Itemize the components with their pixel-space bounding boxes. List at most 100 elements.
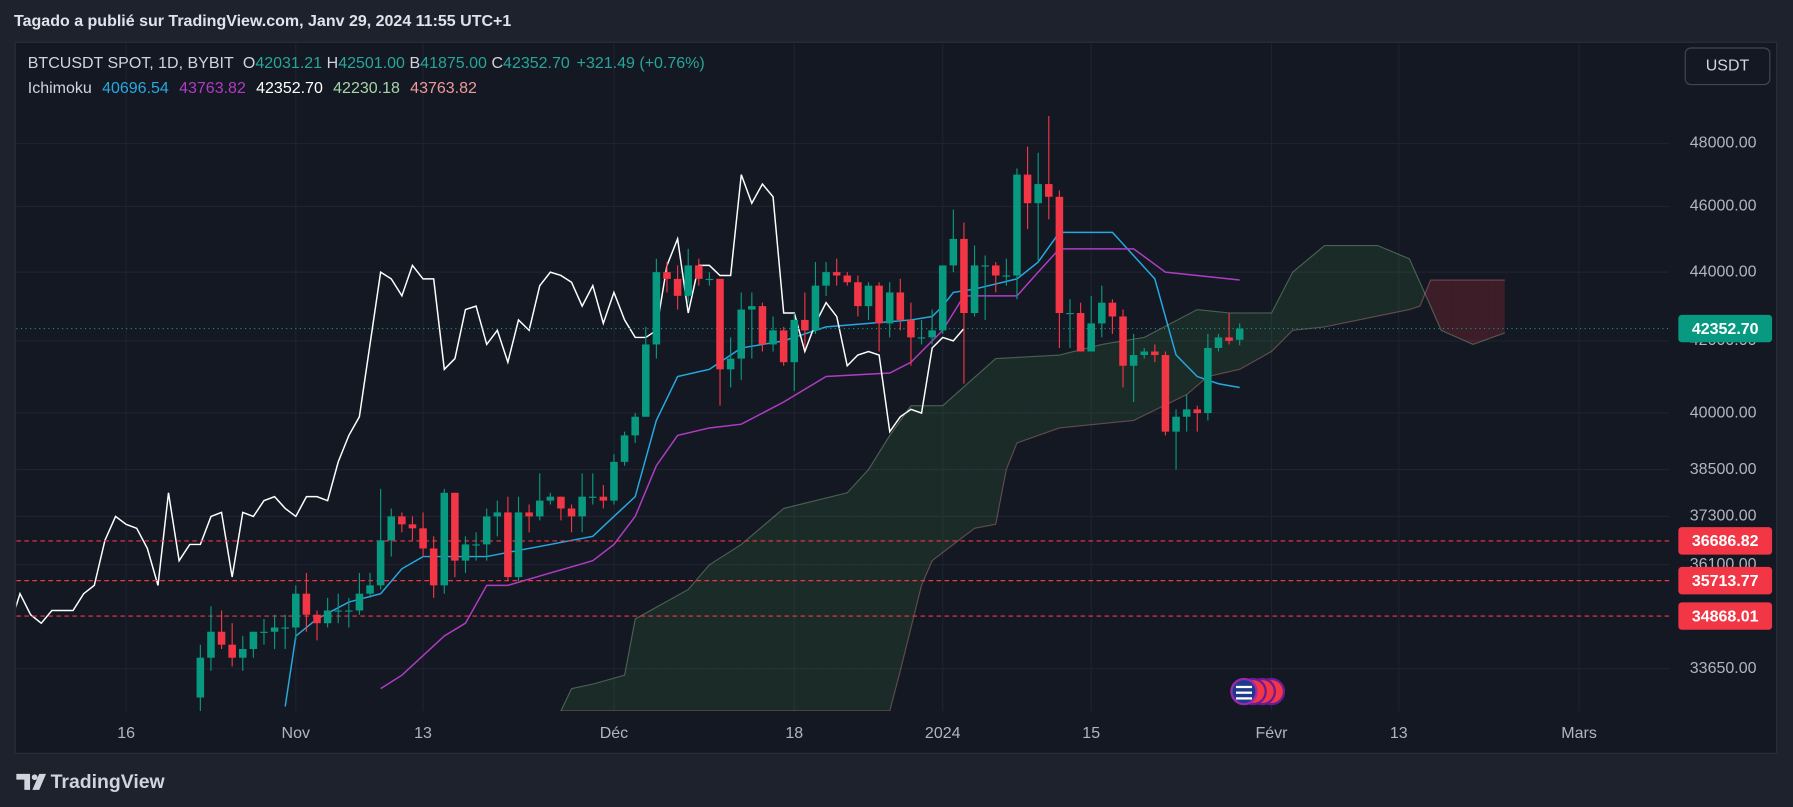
ohlc-value: 42352.70 — [503, 55, 570, 72]
candle-body — [249, 631, 258, 649]
candle-body — [1225, 337, 1233, 341]
candle-body — [673, 278, 682, 296]
cloud-fill — [751, 530, 758, 711]
cloud-fill — [1430, 280, 1436, 319]
candle-body — [737, 309, 746, 359]
cloud-fill — [1409, 258, 1415, 310]
candle-body — [716, 278, 724, 370]
cloud-fill — [1488, 280, 1495, 339]
cloud-fill — [1266, 313, 1272, 355]
cloud-fill — [1366, 245, 1373, 319]
cloud-fill — [693, 577, 699, 711]
cloud-fill — [1271, 302, 1277, 352]
cloud-fill — [746, 535, 752, 711]
cloud-fill — [1361, 245, 1367, 320]
cloud-fill — [1080, 348, 1086, 426]
cloud-fill — [1457, 280, 1463, 340]
ohlc-key: C — [491, 55, 503, 72]
candle-body — [1066, 313, 1074, 315]
ohlc-value: 42031.21 — [255, 55, 322, 72]
candle-body — [578, 496, 586, 517]
indicator-value: 42230.18 — [333, 80, 400, 97]
cloud-fill — [932, 405, 938, 561]
currency-button[interactable]: USDT — [1684, 47, 1771, 86]
button-frame[interactable] — [1684, 47, 1771, 86]
cloud-fill — [1091, 345, 1097, 425]
cloud-fill — [682, 589, 689, 711]
candle-body — [885, 292, 894, 324]
candle-body — [1023, 174, 1032, 204]
lagging-line — [16, 174, 965, 625]
logo-dot — [31, 774, 38, 781]
currency-label[interactable]: USDT — [1706, 58, 1750, 75]
candle-body — [387, 516, 396, 541]
candle-body — [366, 585, 374, 594]
cloud-fill — [910, 405, 917, 628]
cloud-fill — [778, 508, 784, 711]
cloud-fill — [587, 684, 593, 711]
candle-body — [1055, 196, 1064, 314]
cloud-fill — [698, 570, 705, 711]
candle-body — [1151, 351, 1159, 356]
cloud-fill — [1022, 356, 1028, 442]
cloud-fill — [1276, 292, 1283, 347]
cloud-fill — [995, 358, 1002, 525]
cloud-fill — [916, 405, 922, 607]
candle-body — [1204, 347, 1212, 414]
cloud-fill — [958, 386, 964, 541]
cloud-fill — [704, 564, 710, 711]
cloud-fill — [1351, 245, 1357, 322]
candle-body — [705, 278, 714, 281]
cloud-fill — [979, 367, 986, 528]
candle-body — [822, 272, 830, 286]
candle-body — [1119, 316, 1127, 366]
ohlc-value: 41875.00 — [420, 55, 487, 72]
candle-body — [917, 337, 926, 339]
cloud-fill — [895, 420, 901, 691]
cloud-fill — [841, 492, 848, 711]
candle-body — [949, 238, 958, 266]
indicator-line — [380, 248, 1240, 690]
event-icons[interactable] — [1230, 677, 1286, 706]
candle-body — [557, 496, 565, 509]
cloud-fill — [857, 475, 864, 711]
cloud-fill — [1329, 245, 1336, 326]
x-tick-label: 2024 — [925, 725, 961, 742]
candle-body — [1172, 416, 1180, 432]
cloud-fill — [969, 377, 975, 533]
cloud-fill — [1319, 245, 1325, 328]
cloud-span-line — [560, 279, 1505, 711]
x-tick-label: Mars — [1561, 725, 1597, 742]
indicator-value: 40696.54 — [102, 80, 169, 97]
candle-body — [907, 319, 915, 338]
candle-body — [429, 548, 438, 586]
candle-body — [345, 610, 353, 612]
y-tick-label: 37300.00 — [1690, 508, 1757, 525]
flag-stripe — [1235, 685, 1252, 689]
ohlc-key: H — [327, 55, 339, 72]
cloud-fill — [677, 592, 683, 711]
cloud-fill — [1441, 280, 1447, 333]
indicator-name: Ichimoku — [28, 80, 92, 97]
cloud-fill — [1494, 280, 1500, 337]
cloud-fill — [1282, 282, 1288, 341]
cloud-fill — [826, 496, 832, 711]
cloud-fill — [1483, 280, 1489, 341]
candle-body — [928, 330, 936, 338]
cloud-fill — [730, 547, 736, 711]
candle-body — [440, 492, 449, 586]
ohlc-key: O — [243, 55, 255, 72]
cloud-fill — [1435, 280, 1442, 331]
cloud-fill — [1335, 245, 1341, 325]
cloud-fill — [624, 646, 630, 711]
cloud-fill — [985, 363, 991, 527]
cloud-fill — [773, 512, 779, 711]
candle-body — [960, 238, 968, 314]
cloud-fill — [1377, 245, 1383, 317]
cloud-fill — [1154, 328, 1161, 411]
candle-body — [408, 524, 417, 529]
brand-name: TradingView — [51, 771, 166, 793]
candle-body — [376, 540, 385, 586]
cloud-fill — [1260, 313, 1267, 358]
